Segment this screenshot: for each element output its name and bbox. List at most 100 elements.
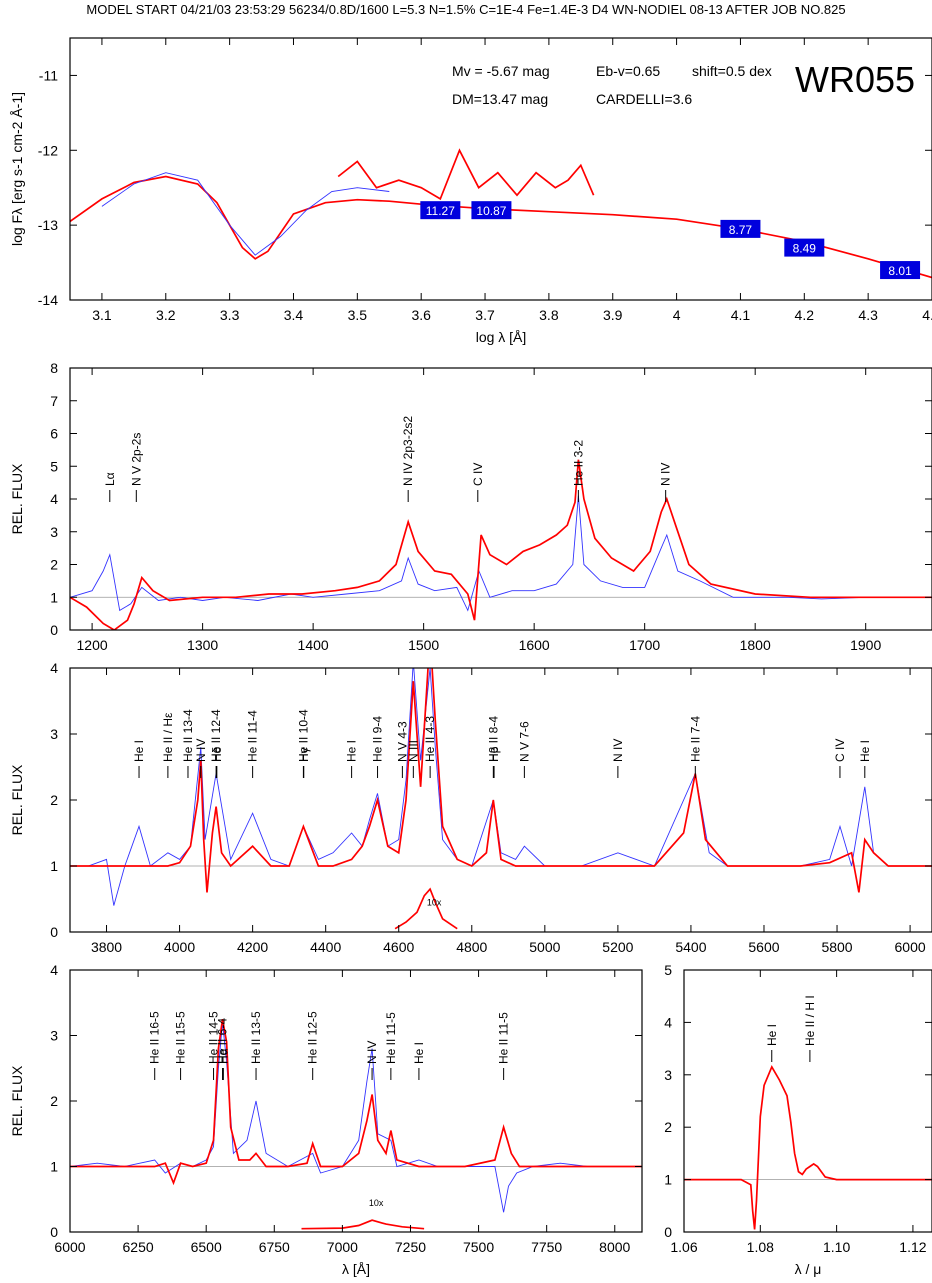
y-tick-label: 2 bbox=[50, 557, 58, 573]
y-tick-label: 6 bbox=[50, 426, 58, 442]
photometry-box bbox=[880, 261, 921, 280]
series-observed bbox=[101, 172, 390, 256]
x-tick-label: 5400 bbox=[675, 939, 706, 955]
x-tick-label: 3.2 bbox=[156, 307, 176, 323]
x-tick-label: 1500 bbox=[408, 637, 439, 653]
series-observed bbox=[70, 495, 932, 612]
x-tick-label: 1.12 bbox=[899, 1239, 926, 1255]
y-tick-label: 5 bbox=[664, 962, 672, 978]
line-label: He II 4-3 bbox=[423, 716, 437, 762]
series-model-10x bbox=[301, 1219, 425, 1230]
y-tick-label: 3 bbox=[50, 1028, 58, 1044]
x-axis-label: λ / μ bbox=[795, 1261, 822, 1277]
y-tick-label: 0 bbox=[664, 1224, 672, 1240]
x-tick-label: 3.8 bbox=[539, 307, 559, 323]
line-label: He II 3-2 bbox=[571, 440, 585, 486]
x-tick-label: 3.4 bbox=[284, 307, 304, 323]
x-tick-label: 5000 bbox=[529, 939, 560, 955]
line-label: He I bbox=[765, 1024, 779, 1046]
line-label: Hβ bbox=[487, 746, 501, 762]
line-label: He II 16-5 bbox=[148, 1011, 162, 1064]
x-tick-label: 3.3 bbox=[220, 307, 240, 323]
y-tick-label: 3 bbox=[664, 1067, 672, 1083]
x-tick-label: 4600 bbox=[383, 939, 414, 955]
plot-frame bbox=[69, 37, 932, 301]
series-model bbox=[70, 459, 932, 630]
line-identification: Hβ bbox=[487, 746, 501, 778]
series-model-10x bbox=[394, 887, 458, 930]
line-label: He II 11-5 bbox=[497, 1012, 511, 1064]
y-axis-label: log Fλ [erg s-1 cm-2 Å-1] bbox=[9, 92, 25, 246]
x-tick-label: 6750 bbox=[259, 1239, 290, 1255]
line-label: He II 9-4 bbox=[371, 716, 385, 762]
series-model bbox=[684, 1064, 932, 1230]
line-identification: Hα bbox=[216, 1048, 230, 1080]
photometry-magnitude: 11.27 bbox=[426, 204, 455, 218]
line-identification: He II 13-4 bbox=[181, 709, 195, 778]
line-label: N IV bbox=[611, 739, 625, 762]
y-tick-label: 1 bbox=[50, 589, 58, 605]
line-identification: He I bbox=[858, 740, 872, 778]
line-label: He II 10-4 bbox=[296, 709, 310, 762]
line-identification: He II / Hε bbox=[161, 712, 175, 778]
line-identification: He II 14-5 bbox=[207, 1011, 221, 1080]
y-axis-label: REL. FLUX bbox=[9, 764, 25, 835]
line-identification: He II 11-4 bbox=[246, 710, 260, 778]
plot-frame bbox=[69, 667, 932, 933]
line-label: He II 8-4 bbox=[486, 716, 500, 762]
y-tick-label: 1 bbox=[664, 1172, 672, 1188]
line-identification: N V 7-6 bbox=[517, 721, 531, 778]
line-identification: He II 7-4 bbox=[688, 716, 702, 778]
line-label: He II 13-5 bbox=[249, 1011, 263, 1064]
y-axis-label: REL. FLUX bbox=[9, 463, 25, 534]
line-label: Hα bbox=[216, 1048, 230, 1064]
optical-panel: 3800 4000 4200 4400 4600 4800 5000 5200 5400 5600… bbox=[9, 660, 932, 955]
photometry-box bbox=[471, 201, 512, 220]
x-tick-label: 5600 bbox=[748, 939, 779, 955]
series-model-continuum bbox=[70, 175, 932, 279]
line-identification: N IV bbox=[365, 1041, 379, 1080]
line-identification: He I bbox=[345, 740, 359, 778]
red-panel: 6000 6250 6500 6750 7000 7250 7500 7750 8000 0 1 2 3… bbox=[9, 962, 643, 1277]
line-identification: N IV bbox=[611, 739, 625, 778]
line-identification: He II 4-3 bbox=[423, 716, 437, 778]
y-tick-label: 5 bbox=[50, 458, 58, 474]
line-label: He I bbox=[132, 740, 146, 762]
photometry-magnitude: 8.77 bbox=[729, 223, 753, 237]
param-ebv: Eb-v=0.65 bbox=[596, 63, 660, 79]
series-model-lines bbox=[337, 148, 595, 201]
y-tick-label: 1 bbox=[50, 1159, 58, 1175]
param-shift: shift=0.5 dex bbox=[692, 63, 772, 79]
line-identification: C IV bbox=[833, 739, 847, 778]
photometry-magnitude: 8.49 bbox=[793, 242, 817, 256]
line-identification: He II / H I bbox=[803, 995, 817, 1062]
x-axis-label: λ [Å] bbox=[342, 1261, 370, 1277]
x-tick-label: 3.9 bbox=[603, 307, 623, 323]
line-label: Hγ bbox=[297, 747, 311, 762]
line-label: N IV bbox=[194, 739, 208, 762]
y-tick-label: 4 bbox=[50, 962, 58, 978]
x-tick-label: 1.08 bbox=[747, 1239, 774, 1255]
param-mv: Mv = -5.67 mag bbox=[452, 63, 550, 79]
line-label: N V 7-6 bbox=[517, 721, 531, 762]
y-tick-label: -11 bbox=[39, 67, 58, 83]
x-tick-label: 4 bbox=[673, 307, 681, 323]
y-tick-label: 2 bbox=[50, 1093, 58, 1109]
x-tick-label: 3.5 bbox=[348, 307, 368, 323]
y-tick-label: 0 bbox=[50, 924, 58, 940]
line-identification: He II 16-5 bbox=[148, 1011, 162, 1080]
series-model bbox=[70, 668, 932, 893]
plot-frame bbox=[69, 969, 643, 1233]
line-label: C IV bbox=[833, 739, 847, 762]
line-label: He II 12-4 bbox=[209, 709, 223, 762]
y-tick-label: -14 bbox=[38, 292, 58, 308]
x-axis-label: log λ [Å] bbox=[476, 329, 527, 345]
line-label: C IV bbox=[471, 463, 485, 486]
line-identification: N III bbox=[406, 740, 420, 778]
photometry-box bbox=[720, 219, 761, 238]
x-tick-label: 4.4 bbox=[922, 307, 932, 323]
x-tick-label: 1.10 bbox=[823, 1239, 850, 1255]
y-tick-label: -12 bbox=[38, 142, 58, 158]
ir-panel: 1.06 1.08 1.10 1.12 0 1 2 3 4 5 λ / μ He I He II / H… bbox=[664, 962, 932, 1277]
